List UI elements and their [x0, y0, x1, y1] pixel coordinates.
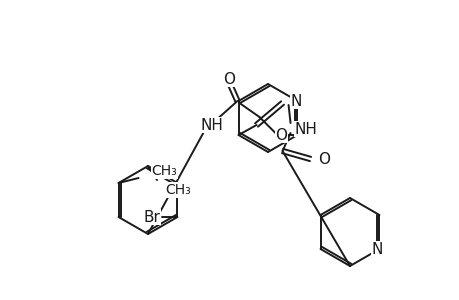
Text: O: O	[275, 128, 287, 142]
Text: Br: Br	[143, 209, 160, 224]
Text: O: O	[223, 71, 235, 86]
Text: CH₃: CH₃	[151, 164, 177, 178]
Text: N: N	[371, 242, 382, 256]
Text: CH₃: CH₃	[165, 183, 190, 197]
Text: NH: NH	[294, 122, 317, 136]
Text: O: O	[318, 152, 330, 166]
Text: N: N	[290, 94, 301, 109]
Text: NH: NH	[200, 118, 223, 133]
